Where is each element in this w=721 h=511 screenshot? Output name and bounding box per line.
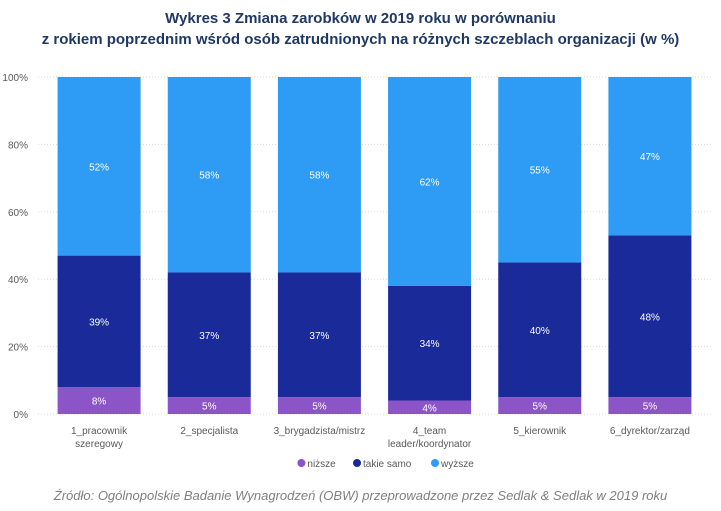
bar-segment bbox=[388, 400, 472, 414]
bar-segment bbox=[167, 272, 251, 398]
x-tick-label: szeregowy bbox=[75, 439, 123, 450]
y-tick-label: 40% bbox=[8, 275, 28, 286]
chart-title-line2: z rokiem poprzednim wśród osób zatrudnio… bbox=[41, 31, 680, 48]
data-label: 52% bbox=[89, 162, 109, 173]
legend-label: wyższe bbox=[440, 459, 474, 470]
legend-label: niższe bbox=[307, 459, 336, 470]
data-label: 5% bbox=[312, 402, 327, 413]
y-tick-label: 60% bbox=[8, 208, 28, 219]
data-label: 62% bbox=[420, 177, 440, 188]
legend-marker bbox=[431, 459, 439, 467]
bar-segment bbox=[167, 397, 251, 414]
data-label: 37% bbox=[199, 331, 219, 342]
x-tick-label: 2_specjalista bbox=[180, 426, 238, 437]
data-label: 48% bbox=[640, 312, 660, 323]
x-tick-label: 4_team bbox=[413, 426, 446, 437]
bar-segment bbox=[277, 397, 361, 414]
data-label: 5% bbox=[643, 402, 658, 413]
legend-label: takie samo bbox=[363, 459, 412, 470]
data-label: 37% bbox=[309, 331, 329, 342]
data-label: 55% bbox=[530, 166, 550, 177]
chart-title-line1: Wykres 3 Zmiana zarobków w 2019 roku w p… bbox=[165, 10, 556, 27]
x-tick-label: leader/koordynator bbox=[388, 439, 472, 450]
x-tick-label: 5_kierownik bbox=[513, 426, 567, 437]
chart-title: Wykres 3 Zmiana zarobków w 2019 roku w p… bbox=[0, 8, 721, 50]
bar-segment bbox=[608, 235, 692, 398]
data-label: 39% bbox=[89, 317, 109, 328]
bar-segment bbox=[498, 397, 582, 414]
bar-segment bbox=[608, 77, 692, 236]
data-label: 47% bbox=[640, 152, 660, 163]
bar-segment bbox=[498, 262, 582, 398]
bar-segment bbox=[608, 397, 692, 414]
data-label: 34% bbox=[420, 339, 440, 350]
data-label: 58% bbox=[309, 171, 329, 182]
x-tick-label: 6_dyrektor/zarząd bbox=[610, 426, 690, 437]
bar-segment bbox=[277, 272, 361, 398]
bar-segment bbox=[167, 77, 251, 273]
bar-segment bbox=[388, 285, 472, 401]
data-label: 5% bbox=[533, 402, 548, 413]
data-label: 5% bbox=[202, 402, 217, 413]
y-tick-label: 80% bbox=[8, 140, 28, 151]
bar-segment bbox=[277, 77, 361, 273]
legend-marker bbox=[297, 459, 306, 467]
bar-segment bbox=[57, 387, 141, 414]
bar-segment bbox=[57, 255, 141, 388]
source-note: Źródło: Ogólnopolskie Badanie Wynagrodze… bbox=[53, 488, 668, 503]
data-label: 4% bbox=[422, 403, 437, 414]
y-tick-label: 100% bbox=[2, 73, 28, 84]
data-label: 58% bbox=[199, 171, 219, 182]
bar-segment bbox=[498, 77, 582, 263]
y-tick-label: 0% bbox=[14, 410, 29, 421]
legend-marker bbox=[353, 459, 361, 467]
x-tick-label: 3_brygadzista/mistrz bbox=[274, 426, 366, 437]
x-tick-label: 1_pracownik bbox=[71, 426, 128, 437]
data-label: 40% bbox=[530, 326, 550, 337]
y-tick-label: 20% bbox=[8, 343, 28, 354]
bar-segment bbox=[388, 77, 472, 286]
bar-segment bbox=[57, 77, 141, 256]
data-label: 8% bbox=[92, 397, 107, 408]
